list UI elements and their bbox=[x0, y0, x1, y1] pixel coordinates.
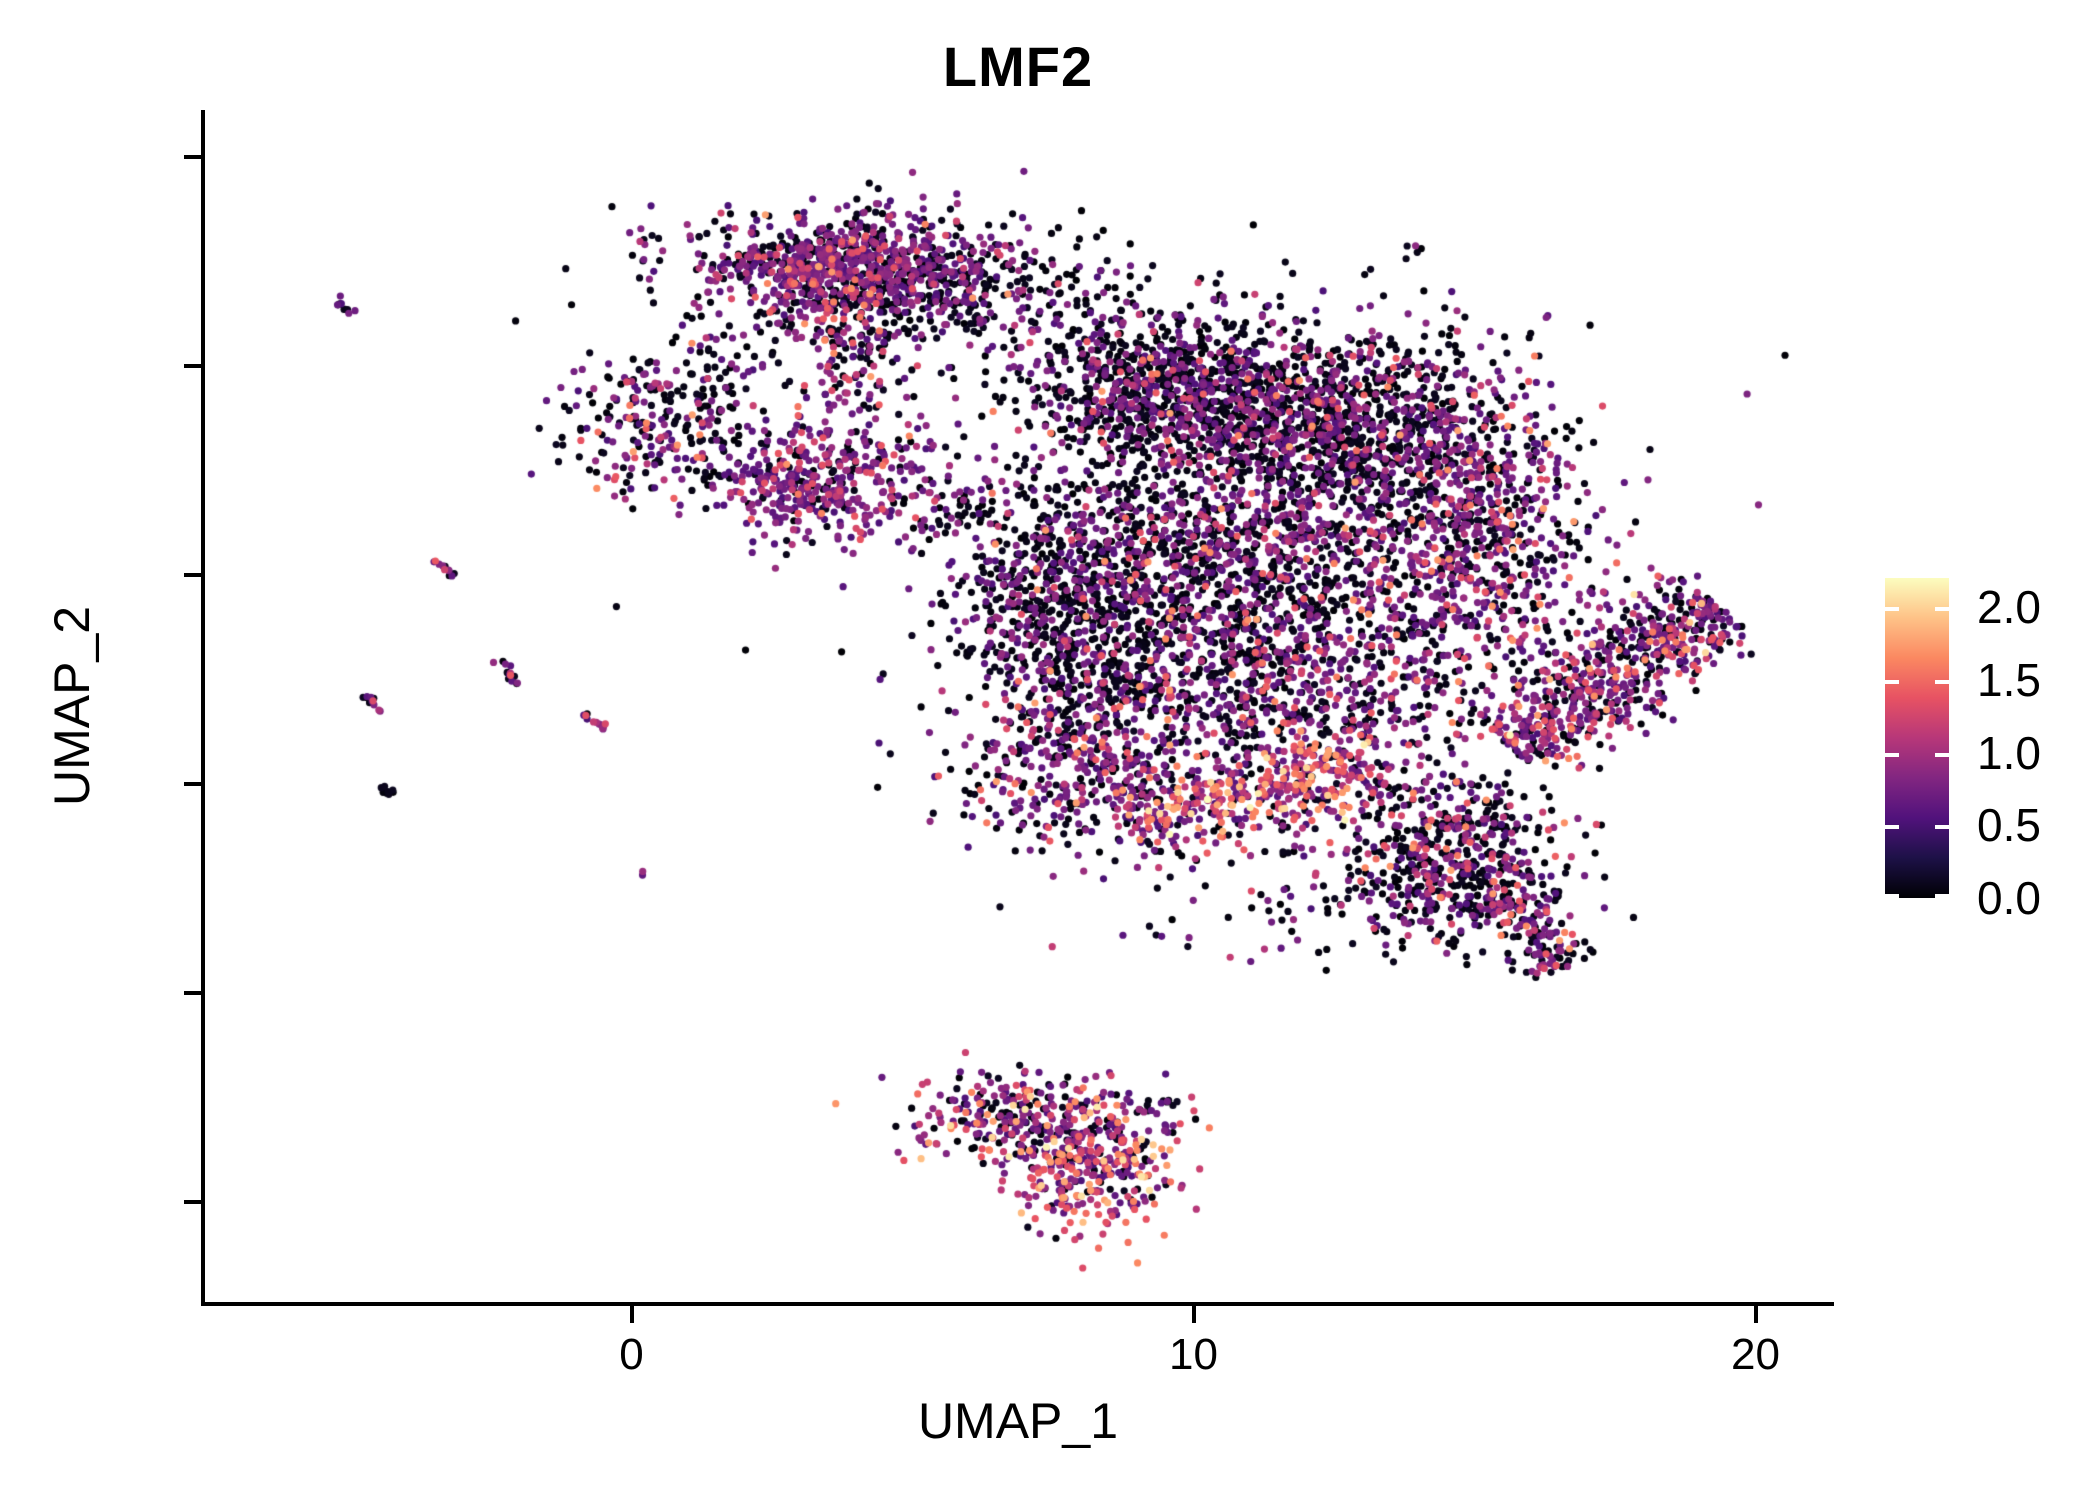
x-tick-label: 20 bbox=[1731, 1330, 1780, 1379]
y-tick bbox=[184, 573, 201, 577]
y-tick bbox=[184, 155, 201, 159]
y-tick bbox=[184, 782, 201, 786]
colorbar-tick-label: 0.5 bbox=[1977, 799, 2041, 852]
y-tick bbox=[184, 1200, 201, 1204]
y-axis-line bbox=[201, 110, 205, 1306]
colorbar-tick-label: 0.0 bbox=[1977, 872, 2041, 924]
x-tick-label: 0 bbox=[619, 1330, 644, 1379]
colorbar-tick-label: 2.0 bbox=[1977, 581, 2041, 634]
y-axis-title: UMAP_2 bbox=[44, 605, 100, 807]
colorbar-tick bbox=[1885, 894, 1899, 898]
colorbar-tick bbox=[1885, 752, 1899, 757]
colorbar-tick bbox=[1935, 894, 1949, 898]
colorbar-tick bbox=[1885, 679, 1899, 684]
colorbar-tick bbox=[1885, 607, 1899, 612]
x-tick bbox=[1191, 1306, 1196, 1323]
colorbar-tick-label: 1.5 bbox=[1977, 653, 2041, 706]
y-tick bbox=[184, 991, 201, 995]
colorbar-tick bbox=[1935, 752, 1949, 757]
y-tick bbox=[184, 364, 201, 368]
x-tick-label: 10 bbox=[1169, 1330, 1218, 1379]
x-tick bbox=[629, 1306, 634, 1323]
colorbar-tick bbox=[1935, 825, 1949, 830]
colorbar-tick bbox=[1935, 679, 1949, 684]
colorbar-tick-label: 1.0 bbox=[1977, 726, 2041, 779]
colorbar-tick bbox=[1935, 607, 1949, 612]
x-axis-line bbox=[201, 1302, 1834, 1306]
x-tick bbox=[1753, 1306, 1758, 1323]
plot-title: LMF2 bbox=[942, 35, 1094, 98]
x-axis-title: UMAP_1 bbox=[917, 1393, 1119, 1449]
colorbar-tick bbox=[1885, 825, 1899, 830]
colorbar-gradient bbox=[1885, 578, 1949, 898]
